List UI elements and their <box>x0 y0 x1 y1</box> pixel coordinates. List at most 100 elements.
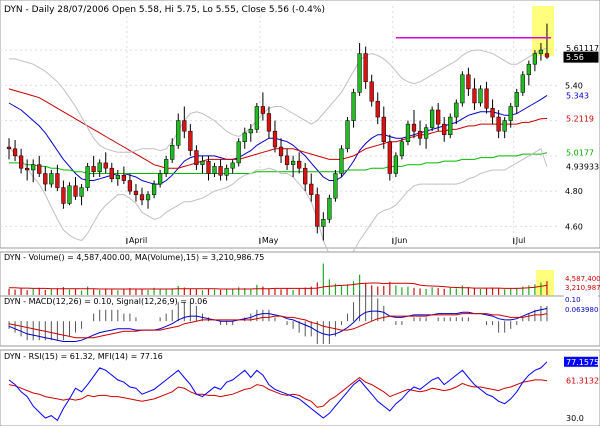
x-tick-label: Jul <box>515 236 526 245</box>
candle <box>411 110 417 139</box>
candle <box>151 180 157 199</box>
candle <box>139 187 145 206</box>
y-tick-label: 5.40 <box>565 81 583 90</box>
candle-body <box>496 116 501 132</box>
candle <box>496 110 501 139</box>
candle <box>460 71 465 107</box>
candle <box>194 145 199 170</box>
candle <box>514 88 519 114</box>
price-label: 5.61117 <box>564 43 599 54</box>
price-label-text: 5.0177 <box>566 149 594 158</box>
candle-body <box>321 219 326 227</box>
price-panel: 5.405.204.804.605.611175.565.3435.21195.… <box>0 0 600 263</box>
macd-label-text: 0.10 <box>565 296 581 304</box>
candle-body <box>254 106 259 130</box>
candle-body <box>79 187 84 197</box>
macd-panel: 0.10 0.063980 DYN - MACD(12,26) = 0.10, S… <box>0 287 600 347</box>
volume-price-label: 4,587,400 <box>564 274 600 283</box>
candle <box>145 191 151 209</box>
candle <box>164 155 169 178</box>
rsi-panel: 77.1575 61.3132 30.0 DYN - RSI(15) = 61.32… <box>0 349 600 426</box>
chart-title: DYN - Daily 28/07/2006 Open 5.58, Hi 5.7… <box>4 5 325 15</box>
rsi-series-line <box>8 376 548 408</box>
candle-body <box>411 123 417 132</box>
candle <box>520 71 525 96</box>
candle-body <box>85 166 90 188</box>
candle <box>278 138 284 163</box>
candle <box>544 23 550 59</box>
candle <box>508 102 513 128</box>
macd-axis: 0.10 0.063980 <box>564 295 598 314</box>
candle <box>436 102 441 132</box>
candle-body <box>170 145 175 160</box>
candle-body <box>224 167 229 176</box>
candle <box>357 43 362 96</box>
candle <box>363 46 368 89</box>
candle-body <box>6 146 12 150</box>
candle-body <box>145 194 151 201</box>
candle <box>91 155 96 178</box>
rsi-price-label: 77.1575 <box>564 356 599 367</box>
candle-body <box>278 146 284 157</box>
candle-body <box>417 130 423 139</box>
candle-body <box>387 141 392 174</box>
candle-body <box>272 130 278 148</box>
candle-body <box>188 130 193 151</box>
candle <box>526 60 531 86</box>
x-tick-label: May <box>262 236 279 245</box>
candle-body <box>194 150 199 165</box>
highlight-box <box>532 6 554 56</box>
candle-body <box>37 164 42 174</box>
candle-body <box>442 123 447 135</box>
price-label: 5.2119 <box>564 113 598 124</box>
candle-body <box>284 155 290 165</box>
candle-body <box>399 141 405 157</box>
candle <box>115 169 120 186</box>
macd-label-text: 0.063980 <box>565 306 598 314</box>
price-label: 5.343 <box>564 90 598 101</box>
candle-body <box>544 53 550 58</box>
price-label: 5.0177 <box>564 147 598 158</box>
candle-body <box>242 132 247 142</box>
candle <box>399 138 405 160</box>
candle <box>303 162 308 192</box>
macd-series-line <box>8 313 548 339</box>
candle-body <box>12 148 18 157</box>
candle <box>260 92 266 121</box>
candle <box>103 152 108 174</box>
candle-body <box>339 148 344 174</box>
candle-body <box>484 88 489 109</box>
candle <box>133 184 139 202</box>
candle-body <box>236 141 241 164</box>
candle-body <box>448 116 453 135</box>
candle-body <box>200 160 205 165</box>
candle-body <box>18 155 24 169</box>
candle-body <box>115 174 120 180</box>
candle <box>248 124 253 142</box>
candle-body <box>61 187 66 204</box>
rsi-lines <box>8 361 548 422</box>
candle <box>351 88 356 128</box>
candle-body <box>502 120 507 132</box>
candle <box>266 106 272 139</box>
x-tick-label: April <box>129 236 147 245</box>
candle-body <box>309 183 314 195</box>
candle <box>6 138 12 160</box>
moving-average-line <box>8 94 548 185</box>
macd-lines <box>8 308 548 342</box>
candle <box>490 99 495 125</box>
rsi-label-text: 61.3132 <box>566 377 599 386</box>
candle <box>502 117 507 139</box>
candle <box>478 85 483 107</box>
candle-body <box>381 116 386 142</box>
candle-body <box>133 190 139 195</box>
candle <box>284 148 290 170</box>
rsi-series-line <box>8 361 548 422</box>
candle <box>67 182 72 206</box>
candle-body <box>532 53 538 65</box>
candle <box>417 120 423 146</box>
rsi-axis: 77.1575 61.3132 30.0 <box>564 356 599 424</box>
candle-body <box>490 108 495 118</box>
